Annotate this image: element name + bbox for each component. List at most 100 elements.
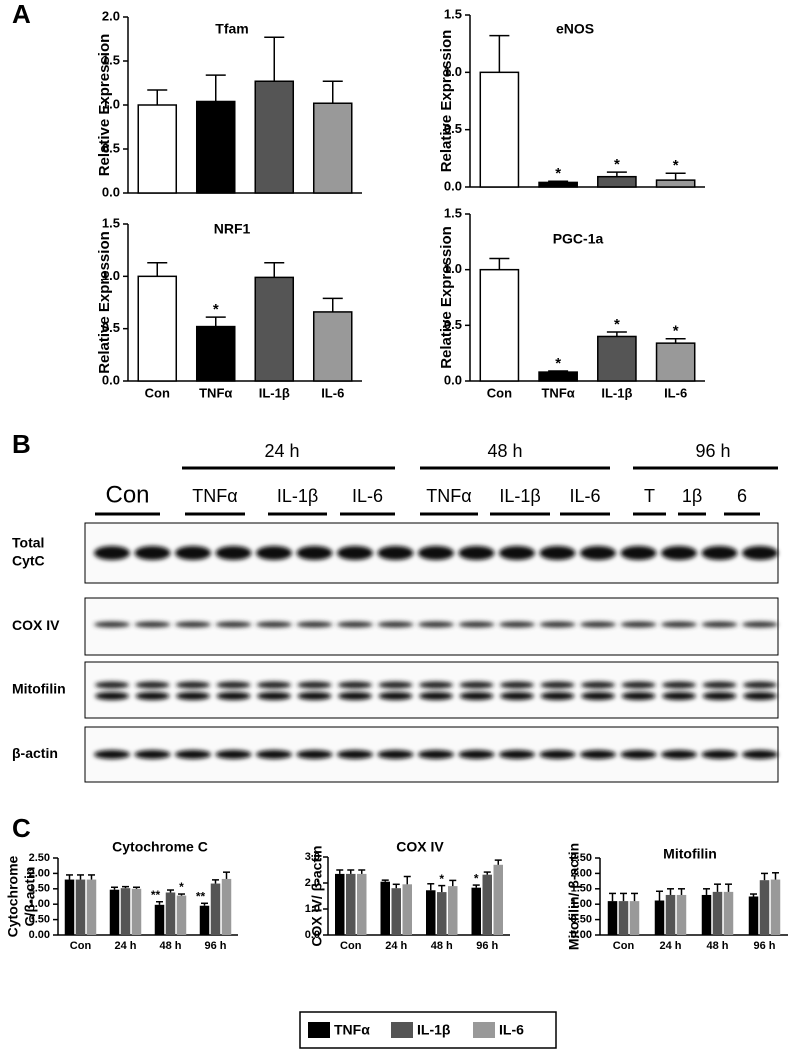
blot-band — [134, 546, 171, 560]
x-tick-label: Con — [145, 385, 170, 400]
bar — [629, 901, 640, 935]
blot-band — [620, 621, 657, 628]
legend-swatch — [473, 1022, 495, 1038]
y-tick-label: 2.00 — [29, 867, 50, 879]
blot-band — [94, 621, 130, 628]
y-tick-label: 1.0 — [102, 96, 120, 111]
blot-frame — [84, 661, 779, 719]
blot-band — [378, 681, 413, 689]
bar — [176, 895, 187, 935]
blot-band — [580, 546, 616, 560]
y-tick-label: 0.5 — [444, 317, 462, 332]
y-tick-label: 1.5 — [102, 52, 120, 67]
bar — [770, 879, 781, 935]
row-label: CytC — [12, 553, 45, 569]
bar — [712, 891, 723, 935]
bar — [597, 335, 637, 382]
legend-box — [299, 1011, 557, 1049]
bar — [493, 864, 503, 935]
y-tick-label: 0.00 — [29, 929, 50, 941]
row-label: Total — [12, 535, 44, 551]
bar — [701, 894, 712, 935]
blot-band — [580, 750, 616, 759]
blot-band — [621, 681, 656, 689]
y-tick-label: 3.0 — [305, 851, 320, 863]
x-tick-label: TNFα — [199, 385, 232, 400]
bar — [479, 268, 520, 382]
x-tick-label: 24 h — [385, 940, 407, 952]
blot-band — [175, 621, 211, 628]
x-tick-label: Con — [487, 385, 512, 400]
blot-band — [296, 621, 333, 628]
bar — [137, 104, 178, 194]
bar — [538, 181, 578, 188]
bar — [109, 889, 120, 935]
x-tick-label: IL-6 — [664, 385, 687, 400]
y-tick-label: 1.50 — [29, 883, 50, 895]
y-tick-label: 0.0 — [444, 372, 462, 387]
bar — [607, 901, 618, 935]
significance-mark: * — [439, 872, 444, 886]
y-tick-label: 1.0 — [444, 261, 462, 276]
y-tick-label: 1.00 — [29, 898, 50, 910]
bar — [154, 904, 165, 935]
blot-band — [175, 750, 211, 759]
y-tick-label: 1.0 — [444, 64, 462, 79]
bar — [471, 887, 481, 935]
blot-band — [581, 681, 615, 689]
lane-label: 6 — [737, 486, 747, 506]
legend-label: IL-6 — [499, 1022, 524, 1038]
significance-mark: * — [673, 323, 679, 340]
significance-mark: * — [474, 871, 479, 885]
bar — [120, 888, 131, 935]
y-tick-label: 2.00 — [571, 867, 592, 879]
bar — [759, 880, 770, 935]
blot-band — [742, 621, 778, 628]
significance-mark: * — [555, 355, 561, 372]
blot-band — [297, 681, 332, 689]
y-axis-label: Cytochrome — [5, 855, 21, 937]
blot-band — [662, 692, 696, 700]
blot-band — [135, 692, 170, 700]
significance-mark: * — [213, 301, 219, 318]
blot-band — [296, 546, 333, 560]
x-tick-label: Con — [70, 940, 92, 952]
bar — [312, 102, 353, 194]
bar — [199, 905, 210, 935]
bar — [165, 892, 176, 935]
y-tick-label: 1.50 — [571, 883, 592, 895]
blot-band — [621, 692, 656, 700]
blot-band — [661, 621, 697, 628]
legend-swatch — [391, 1022, 413, 1038]
x-tick-label: 48 h — [706, 940, 728, 952]
blot-band — [458, 621, 495, 628]
bar — [221, 878, 232, 935]
bar — [195, 325, 236, 382]
bar — [482, 874, 492, 935]
bar — [655, 342, 696, 382]
y-tick-label: 0.0 — [444, 178, 462, 193]
significance-mark: * — [614, 156, 620, 173]
lane-label: IL-1β — [277, 486, 318, 506]
blot-band — [620, 750, 657, 759]
time-label: 48 h — [487, 441, 522, 461]
blot-band — [539, 621, 576, 628]
y-tick-label: 0.0 — [102, 184, 120, 199]
blot-band — [256, 621, 292, 628]
x-tick-label: IL-1β — [259, 385, 290, 400]
chart-title: Mitofilin — [663, 846, 717, 862]
blot-band — [216, 692, 251, 700]
significance-mark: * — [614, 316, 620, 333]
blot-band — [176, 681, 210, 689]
blot-band — [540, 681, 575, 689]
blot-band — [94, 546, 130, 560]
lane-label: IL-6 — [569, 486, 600, 506]
chart-title: eNOS — [556, 21, 594, 37]
lane-label: Con — [105, 481, 149, 508]
blot-band — [175, 546, 211, 560]
x-tick-label: 24 h — [659, 940, 681, 952]
bar — [335, 873, 345, 935]
blot-band — [377, 750, 414, 759]
blot-band — [499, 621, 535, 628]
panel-label: B — [12, 429, 31, 459]
